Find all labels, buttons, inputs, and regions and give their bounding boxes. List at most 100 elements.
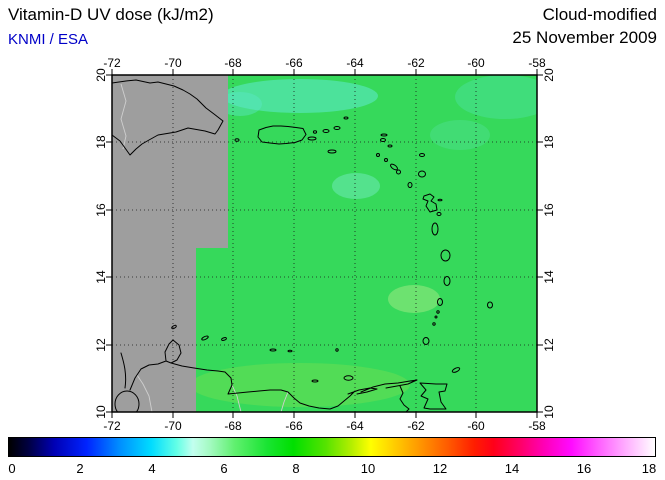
uv-patch <box>222 79 378 113</box>
island-culebra <box>312 130 318 134</box>
lon-tick-label: -64 <box>346 56 364 70</box>
lat-tick-label: 12 <box>94 338 108 352</box>
island-saba <box>376 153 380 157</box>
lon-axis-bottom: -72 -70 -68 -66 -64 -62 -60 -58 <box>103 419 546 433</box>
border-hispaniola <box>120 83 127 150</box>
island-st-croix <box>327 149 337 154</box>
coastlines <box>112 79 493 412</box>
island-curacao <box>201 335 209 341</box>
colorbar-tick: 2 <box>76 461 84 476</box>
lat-tick-label: 10 <box>94 405 108 419</box>
lat-tick-label: 10 <box>542 405 556 419</box>
grid-lines <box>112 75 537 412</box>
colorbar-tick: 4 <box>148 461 156 476</box>
date-label: 25 November 2009 <box>512 28 657 47</box>
uv-patch <box>332 173 380 199</box>
lon-tick-label: -68 <box>224 56 242 70</box>
lat-tick-label: 18 <box>94 135 108 149</box>
island-st-kitts <box>390 163 398 171</box>
lat-axis-left: 20 18 16 14 12 10 <box>94 68 108 419</box>
lat-tick-label: 20 <box>542 68 556 82</box>
lon-tick-label: -66 <box>285 419 303 433</box>
island-montserrat <box>407 182 413 188</box>
island-blanquilla <box>335 348 339 352</box>
island-desirade <box>437 198 443 202</box>
lon-tick-label: -62 <box>407 56 425 70</box>
uv-patch <box>218 92 262 116</box>
island-margarita <box>343 375 354 381</box>
lon-tick-label: -58 <box>528 56 546 70</box>
map-frame <box>111 74 538 413</box>
no-data-region <box>112 75 228 412</box>
credit-label: KNMI / ESA <box>8 31 89 48</box>
lat-tick-label: 16 <box>542 203 556 217</box>
island-tortuga <box>311 379 319 383</box>
island-st-eustatius <box>384 158 388 162</box>
island-mona <box>234 138 240 142</box>
island-grenadines <box>434 315 438 319</box>
lon-tick-label: -70 <box>164 419 182 433</box>
page-title: Vitamin-D UV dose (kJ/m2) <box>8 5 214 24</box>
island-barbados <box>487 301 493 309</box>
grid-parallels <box>112 141 537 346</box>
colorbar-tick: 16 <box>576 461 592 476</box>
mode-label: Cloud-modified <box>542 5 657 24</box>
lon-tick-label: -66 <box>285 56 303 70</box>
island-nevis <box>396 169 401 175</box>
lon-tick-label: -72 <box>103 419 121 433</box>
grid-meridians <box>172 75 477 412</box>
lat-tick-label: 14 <box>94 270 108 284</box>
coastline-venezuela <box>129 339 418 412</box>
island-st-martin <box>380 138 386 142</box>
island-st-barth <box>387 144 393 148</box>
colorbar-tick: 18 <box>641 461 657 476</box>
border-venezuela-mid <box>231 384 242 412</box>
axis-tick-marks <box>106 69 543 418</box>
uv-patch <box>190 363 410 407</box>
coastline-hispaniola <box>112 79 224 156</box>
lon-tick-label: -64 <box>346 419 364 433</box>
uv-patch <box>388 285 440 313</box>
lat-tick-label: 20 <box>94 68 108 82</box>
lat-tick-label: 12 <box>542 338 556 352</box>
island-vieques <box>307 136 317 141</box>
lon-tick-label: -70 <box>164 56 182 70</box>
island-guadeloupe <box>422 193 438 213</box>
island-anguilla <box>380 133 388 137</box>
island-antigua <box>418 170 426 178</box>
island-tortola <box>333 126 341 130</box>
lon-tick-label: -68 <box>224 419 242 433</box>
uv-patch <box>430 120 490 150</box>
lon-tick-label: -60 <box>467 419 485 433</box>
colorbar-tick: 8 <box>292 461 300 476</box>
island-st-thomas <box>322 129 330 133</box>
island-grenadines <box>432 322 436 326</box>
colorbar <box>8 437 656 457</box>
border-venezuela-west <box>136 374 153 412</box>
island-bonaire <box>221 337 227 341</box>
island-st-lucia <box>443 276 451 286</box>
colorbar-tick: 0 <box>8 461 16 476</box>
lon-tick-label: -60 <box>467 56 485 70</box>
lat-axis-right: 20 18 16 14 12 10 <box>542 68 556 419</box>
island-dominica <box>431 222 439 236</box>
colorbar-tick: 14 <box>504 461 520 476</box>
lon-axis-top: -72 -70 -68 -66 -64 -62 -60 -58 <box>103 56 546 70</box>
island-grenadines <box>436 310 440 314</box>
coastline-gulf-of-venezuela <box>120 352 127 389</box>
island-martinique <box>440 249 451 262</box>
colorbar-tick: 12 <box>432 461 448 476</box>
map-content <box>112 75 537 412</box>
border-venezuela-east <box>280 391 289 412</box>
island-puerto-rico <box>257 125 307 145</box>
country-borders <box>120 83 289 412</box>
island-barbuda <box>419 153 425 157</box>
island-aruba <box>171 324 177 330</box>
colorbar-tick: 6 <box>220 461 228 476</box>
island-los-roques <box>269 348 277 352</box>
lake-maracaibo <box>114 390 140 412</box>
island-st-vincent <box>437 298 443 306</box>
lon-tick-label: -62 <box>407 419 425 433</box>
